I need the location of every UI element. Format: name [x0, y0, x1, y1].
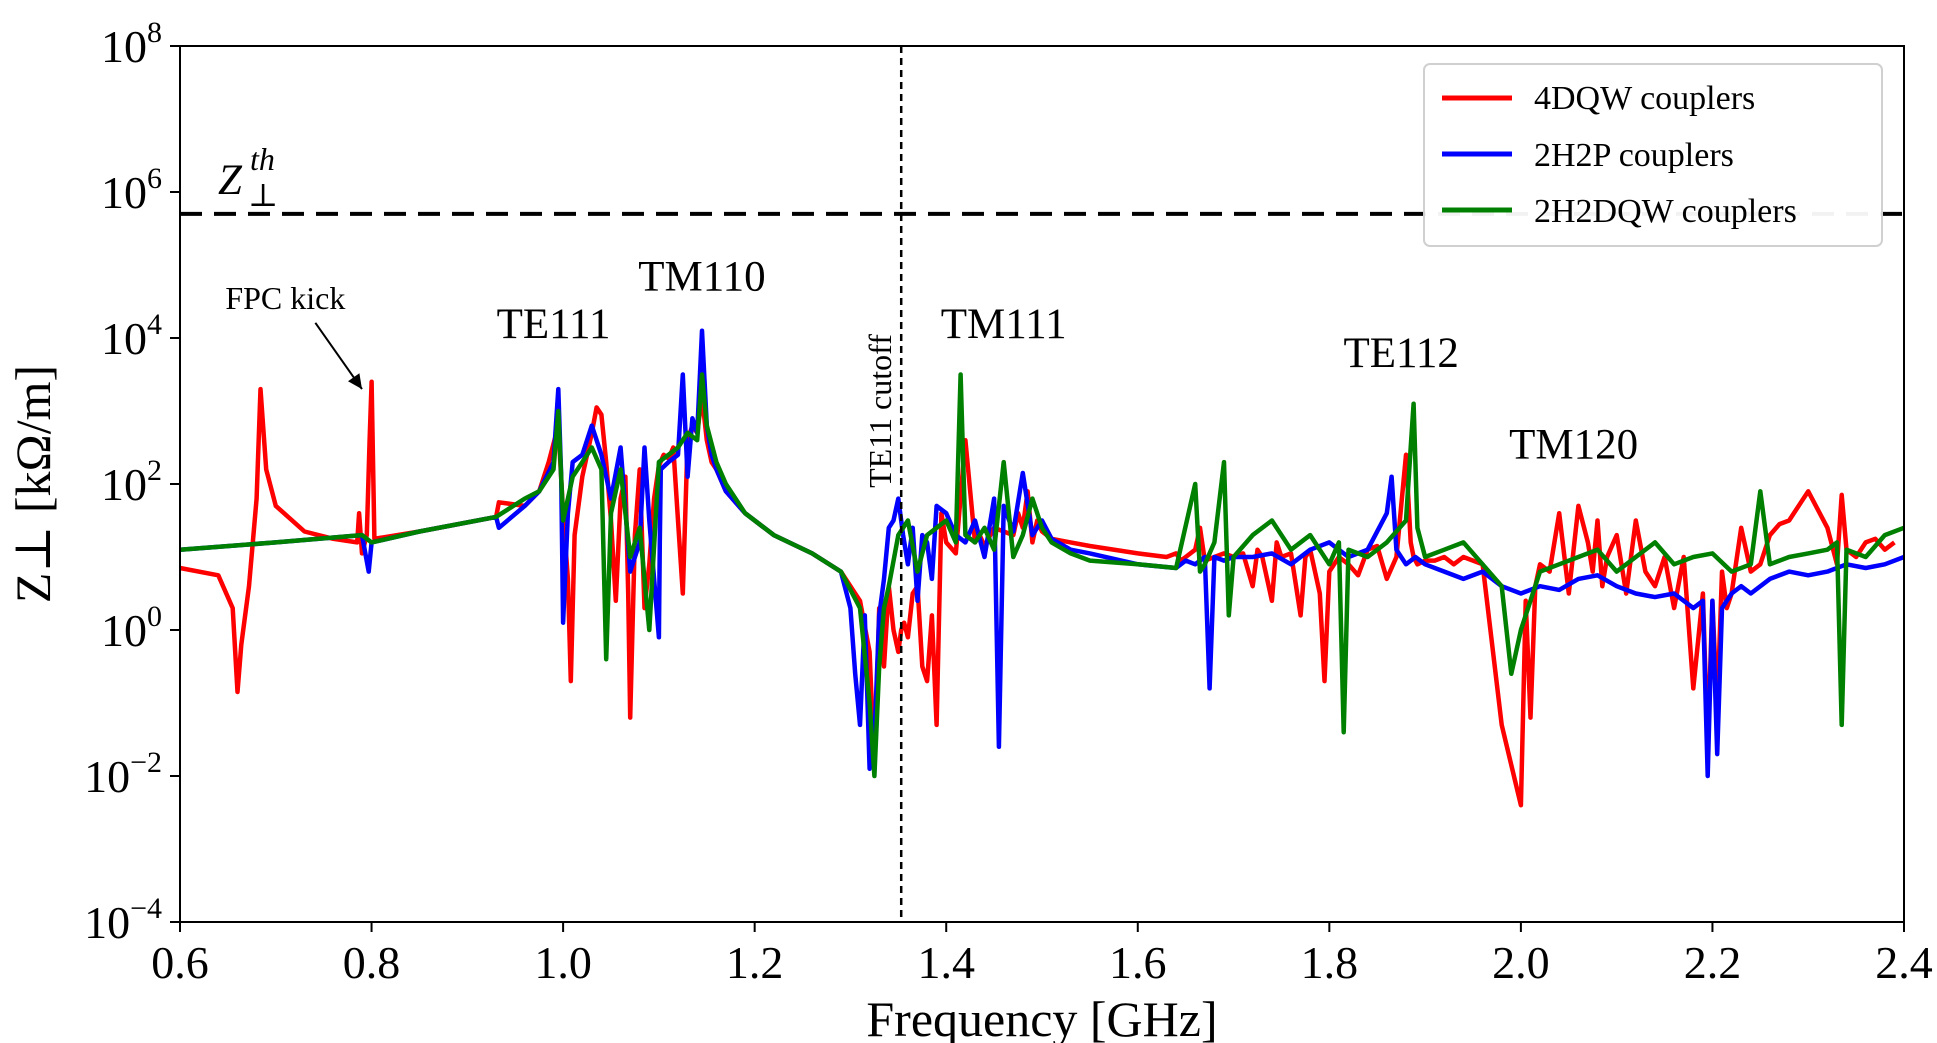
x-tick-label: 2.2	[1684, 937, 1742, 988]
annotation-label-1: TE111	[497, 301, 611, 348]
annotation-label-4: TE112	[1343, 330, 1458, 377]
y-tick-label: 100	[101, 600, 162, 656]
series-layer	[179, 328, 1905, 808]
x-tick-label: 1.2	[726, 937, 784, 988]
legend: 4DQW couplers 2H2P couplers 2H2DQW coupl…	[1423, 63, 1883, 247]
x-tick-label: 1.0	[534, 937, 592, 988]
threshold-label-sup: th	[250, 141, 275, 177]
y-axis: 10−4 10−2 100 102 104 106 108	[84, 16, 180, 948]
x-tick-label: 2.0	[1492, 937, 1550, 988]
x-tick-label: 1.6	[1109, 937, 1167, 988]
annotation-label-0: FPC kick	[225, 280, 345, 316]
x-tick-label: 0.6	[151, 937, 209, 988]
y-tick-label: 108	[101, 16, 162, 72]
cutoff-label: TE11 cutoff	[862, 334, 898, 488]
threshold-label-sub: ⊥	[248, 177, 278, 213]
y-tick-label: 102	[101, 454, 162, 510]
fpc-arrow-head	[348, 373, 362, 390]
x-tick-label: 0.8	[343, 937, 401, 988]
x-tick-label: 2.4	[1875, 937, 1933, 988]
annotation-label-3: TM111	[941, 301, 1067, 348]
threshold-label: Z	[218, 157, 243, 204]
legend-label-2h2p: 2H2P couplers	[1534, 137, 1734, 174]
y-tick-label: 10−2	[84, 746, 162, 802]
x-tick-label: 1.4	[917, 937, 975, 988]
series-line-1	[179, 328, 1905, 779]
legend-label-2h2dqw: 2H2DQW couplers	[1534, 193, 1797, 230]
x-axis: 0.6 0.8 1.0 1.2 1.4 1.6 1.8 2.0 2.2 2.4	[151, 922, 1933, 988]
x-tick-label: 1.8	[1301, 937, 1359, 988]
y-tick-label: 10−4	[84, 892, 162, 948]
y-tick-label: 104	[101, 308, 162, 364]
x-axis-title: Frequency [GHz]	[866, 991, 1217, 1043]
legend-label-4dqw: 4DQW couplers	[1534, 80, 1755, 117]
annotation-label-5: TM120	[1509, 421, 1638, 468]
legend-box	[1423, 63, 1883, 247]
annotation-label-2: TM110	[638, 254, 765, 301]
series-line-2	[179, 372, 1905, 779]
y-axis-title: Z⊥ [kΩ/m]	[5, 365, 61, 603]
y-tick-label: 106	[101, 162, 162, 218]
